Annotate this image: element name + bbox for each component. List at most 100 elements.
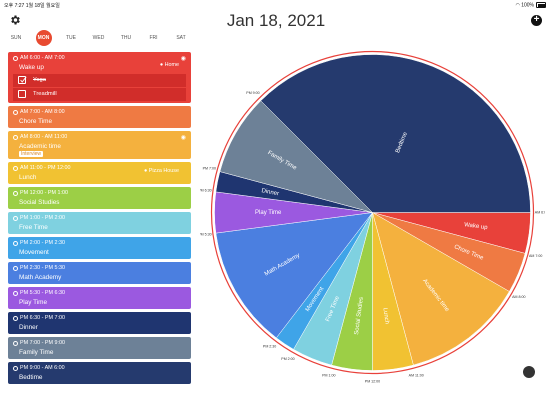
tick-label: AM 8:00	[512, 295, 525, 299]
event-time: AM 7:00 - AM 8:00	[13, 109, 65, 115]
clock-icon	[13, 365, 18, 371]
tick-label: AM 7:00	[529, 254, 542, 258]
person-icon: ●	[159, 62, 165, 68]
status-bar: 오후 7:27 1월 18일 월요일 ◠ 100%	[0, 0, 552, 10]
clock-icon	[13, 315, 18, 321]
clock-icon	[13, 290, 18, 296]
chart-rim	[210, 50, 535, 375]
tick-label: PM 9:00	[246, 91, 259, 95]
event-card[interactable]: PM 6:30 - PM 7:00 Dinner	[8, 312, 191, 334]
event-name: Academic time	[19, 143, 61, 150]
eye-icon[interactable]: ◉	[180, 135, 186, 141]
pie-slice[interactable]	[260, 54, 531, 213]
clock-icon	[13, 340, 18, 346]
slice-label: Dinner	[261, 188, 280, 197]
event-time: AM 8:00 - AM 11:00	[13, 134, 67, 140]
battery-icon	[536, 2, 546, 8]
clock-icon	[13, 109, 18, 115]
person-icon: ●	[143, 168, 149, 174]
wifi-icon: ◠	[515, 2, 520, 9]
event-time: PM 6:30 - PM 7:00	[13, 315, 65, 321]
moon-icon[interactable]	[523, 366, 535, 378]
day-label: FRI	[149, 35, 158, 41]
event-time: AM 11:00 - PM 12:00	[13, 165, 71, 171]
event-name: Play Time	[19, 299, 48, 306]
event-card[interactable]: PM 7:00 - PM 9:00 Family Time	[8, 337, 191, 359]
day-label: THU	[120, 35, 132, 41]
clock-icon	[13, 190, 18, 196]
tick-label: PM 7:00	[203, 167, 216, 171]
eye-icon[interactable]: ◉	[180, 56, 186, 62]
day-label: SAT	[176, 35, 186, 41]
clock-icon	[13, 55, 18, 61]
tick-label: PM 12:00	[365, 379, 380, 383]
clock-icon	[13, 265, 18, 271]
event-name: Bedtime	[19, 374, 43, 381]
checked-checkbox[interactable]	[18, 76, 27, 84]
event-name: Chore Time	[19, 118, 53, 125]
event-card[interactable]: PM 2:30 - PM 5:30 Math Academy	[8, 262, 191, 284]
event-time: PM 12:00 - PM 1:00	[13, 190, 68, 196]
checkbox[interactable]	[18, 90, 26, 98]
status-time: 오후 7:27 1월 18일 월요일	[4, 3, 60, 9]
event-card[interactable]: PM 2:00 - PM 2:30 Movement	[8, 237, 191, 259]
subtask-item[interactable]: Yoga	[13, 74, 186, 87]
slice-label: Lunch	[381, 307, 389, 324]
event-time: AM 6:00 - AM 7:00	[13, 55, 65, 61]
event-card[interactable]: PM 5:30 - PM 6:30 Play Time	[8, 287, 191, 309]
event-time: PM 2:30 - PM 5:30	[13, 265, 65, 271]
event-name: Lunch	[19, 174, 37, 181]
day-fri[interactable]: FRI	[142, 30, 166, 46]
pie-slice[interactable]	[215, 212, 374, 339]
day-label: SUN	[10, 35, 22, 41]
event-time: PM 9:00 - AM 6:00	[13, 365, 65, 371]
event-card[interactable]: PM 1:00 - PM 2:00 Free Time	[8, 212, 191, 234]
day-wed[interactable]: WED	[87, 30, 111, 46]
event-card[interactable]: PM 9:00 - AM 6:00 Bedtime	[8, 362, 191, 384]
day-sat[interactable]: SAT	[169, 30, 193, 46]
day-label: WED	[92, 35, 105, 41]
tick-label: AM 11:00	[409, 374, 424, 378]
clock-icon	[13, 215, 18, 221]
event-card[interactable]: AM 8:00 - AM 11:00 Academic time Interview…	[8, 131, 191, 159]
event-tag: Interview	[19, 151, 44, 157]
page-title: Jan 18, 2021	[226, 11, 326, 30]
day-label: MON	[35, 30, 52, 46]
event-time: PM 2:00 - PM 2:30	[13, 240, 65, 246]
gear-icon[interactable]	[9, 14, 21, 26]
event-card[interactable]: AM 11:00 - PM 12:00 Lunch ● Pizza House	[8, 162, 191, 184]
add-event-button[interactable]: +	[531, 15, 542, 26]
event-card[interactable]: AM 6:00 - AM 7:00 Wake up ● Home ◉ Yoga Tread…	[8, 52, 191, 103]
event-time: PM 7:00 - PM 9:00	[13, 340, 65, 346]
event-name: Free Time	[19, 224, 48, 231]
event-card[interactable]: PM 12:00 - PM 1:00 Social Studies	[8, 187, 191, 209]
event-name: Dinner	[19, 324, 38, 331]
status-battery: ◠ 100%	[515, 2, 546, 8]
subtask-label: Yoga	[33, 77, 47, 83]
event-name: Movement	[19, 249, 49, 256]
slice-label: Social Studies	[354, 297, 365, 335]
event-card[interactable]: AM 7:00 - AM 8:00 Chore Time	[8, 106, 191, 128]
pie-slice[interactable]	[372, 211, 510, 366]
week-selector: SUN MON TUE WED THU FRI SAT	[6, 30, 192, 46]
tick-label: AM 6:00	[535, 210, 545, 214]
event-location: ● Home	[159, 62, 179, 68]
tick-label: PM 6:30	[200, 188, 212, 192]
day-tue[interactable]: TUE	[59, 30, 83, 46]
clock-icon	[13, 240, 18, 246]
day-mon[interactable]: MON	[32, 30, 56, 46]
subtask-label: Treadmill	[33, 91, 57, 97]
day-label: TUE	[66, 35, 76, 41]
event-name: Social Studies	[19, 199, 60, 206]
subtask-item[interactable]: Treadmill	[13, 88, 186, 101]
event-name: Wake up	[19, 64, 44, 71]
tick-label: PM 2:30	[263, 345, 276, 349]
tick-label: PM 1:00	[322, 374, 335, 378]
clock-icon	[13, 165, 18, 171]
event-time: PM 5:30 - PM 6:30	[13, 290, 65, 296]
event-time: PM 1:00 - PM 2:00	[13, 215, 65, 221]
day-thu[interactable]: THU	[114, 30, 138, 46]
day-sun[interactable]: SUN	[4, 30, 28, 46]
slice-label: Wake up	[464, 222, 489, 231]
